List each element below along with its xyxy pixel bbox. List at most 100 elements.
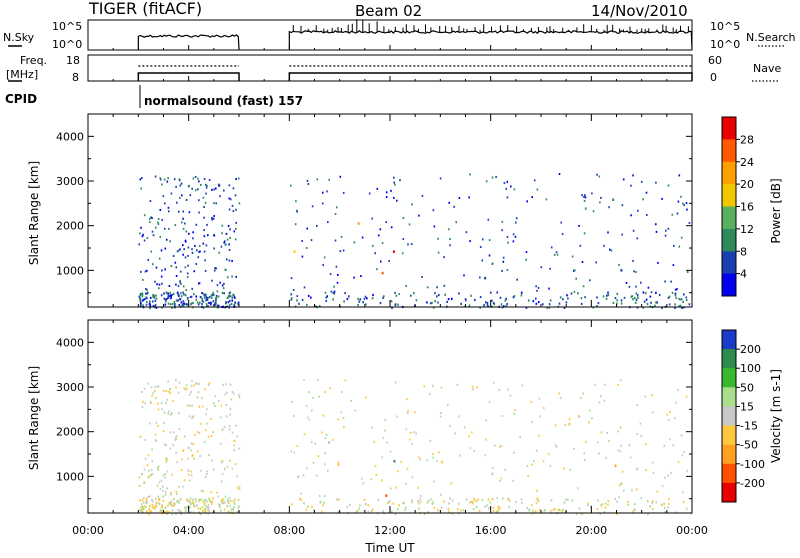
range-gate-cell xyxy=(404,508,406,511)
range-gate-cell xyxy=(178,304,181,307)
range-gate-cell xyxy=(664,476,666,479)
range-gate-cell xyxy=(213,202,215,205)
range-gate-cell xyxy=(162,195,165,198)
range-gate-cell xyxy=(325,296,327,299)
nsky-label: N.Sky xyxy=(3,31,35,44)
range-gate-cell xyxy=(636,294,639,297)
range-gate-cell xyxy=(166,180,169,183)
range-gate-cell xyxy=(169,240,171,243)
range-gate-cell xyxy=(620,444,623,447)
colorbar-tick-label: -50 xyxy=(740,439,758,452)
range-gate-cell xyxy=(472,502,474,505)
range-gate-cell xyxy=(621,204,624,207)
range-gate-cell xyxy=(440,506,443,509)
range-gate-cell xyxy=(600,431,603,434)
range-gate-cell xyxy=(230,302,233,305)
range-gate-cell xyxy=(196,249,198,252)
range-gate-cell xyxy=(531,504,533,507)
range-gate-cell xyxy=(194,244,196,247)
range-gate-cell xyxy=(617,449,620,452)
range-gate-cell xyxy=(178,501,180,504)
range-gate-cell xyxy=(685,202,688,205)
range-gate-cell xyxy=(155,306,158,309)
range-gate-cell xyxy=(145,303,148,306)
range-gate-cell xyxy=(521,384,524,387)
range-gate-cell xyxy=(158,257,161,260)
range-gate-cell xyxy=(431,301,433,304)
range-gate-cell xyxy=(505,187,508,190)
range-gate-cell xyxy=(633,270,635,273)
range-gate-cell xyxy=(596,173,598,176)
range-gate-cell xyxy=(205,505,208,508)
range-gate-cell xyxy=(405,284,407,287)
range-gate-cell xyxy=(217,295,220,298)
range-gate-cell xyxy=(164,473,167,476)
range-gate-cell xyxy=(655,181,657,184)
range-gate-cell xyxy=(535,449,538,452)
range-gate-cell xyxy=(582,285,585,288)
range-gate-cell xyxy=(295,200,297,203)
range-gate-cell xyxy=(155,397,157,400)
range-gate-cell xyxy=(400,460,402,463)
range-gate-cell xyxy=(229,459,231,462)
range-gate-cell xyxy=(655,230,658,233)
range-gate-cell xyxy=(688,303,691,306)
range-gate-cell xyxy=(170,500,173,503)
range-gate-cell xyxy=(367,504,370,507)
range-gate-cell xyxy=(614,497,617,500)
range-gate-cell xyxy=(488,254,491,257)
range-gate-cell xyxy=(432,384,434,387)
range-gate-cell xyxy=(502,260,505,263)
x-tick-label: 08:00 xyxy=(273,524,305,537)
range-gate-cell xyxy=(415,432,417,435)
range-gate-cell xyxy=(580,297,583,300)
range-gate-cell xyxy=(632,229,635,232)
range-gate-cell xyxy=(307,505,309,508)
power-frame xyxy=(87,113,693,308)
range-gate-cell xyxy=(348,295,350,298)
range-gate-cell xyxy=(423,512,426,515)
range-gate-cell xyxy=(410,294,412,297)
range-gate-cell xyxy=(554,424,557,427)
range-gate-cell xyxy=(402,217,405,219)
range-gate-cell xyxy=(157,218,160,220)
range-gate-cell xyxy=(381,479,383,482)
range-gate-cell xyxy=(512,479,514,482)
range-gate-cell xyxy=(390,487,392,490)
range-gate-cell xyxy=(179,184,182,187)
range-gate-cell xyxy=(322,414,325,417)
range-gate-cell xyxy=(636,467,639,471)
range-gate-cell xyxy=(168,210,170,213)
range-gate-cell xyxy=(506,236,509,238)
range-gate-cell xyxy=(237,498,240,501)
range-gate-cell xyxy=(231,260,233,262)
range-gate-cell xyxy=(200,498,203,501)
range-gate-cell xyxy=(401,252,404,255)
range-gate-cell xyxy=(177,499,179,503)
range-gate-cell xyxy=(651,461,654,464)
range-gate-cell xyxy=(642,306,645,309)
range-gate-cell xyxy=(182,485,184,488)
range-gate-cell xyxy=(182,217,184,220)
range-gate-cell xyxy=(168,285,171,287)
range-gate-cell xyxy=(402,502,404,505)
range-gate-cell xyxy=(237,303,239,306)
range-gate-cell xyxy=(290,298,293,301)
range-gate-cell xyxy=(599,512,601,515)
range-gate-cell xyxy=(555,251,558,254)
range-gate-cell xyxy=(209,500,212,503)
nave-tick-top: 60 xyxy=(708,54,722,67)
range-gate-cell xyxy=(187,457,189,460)
range-gate-cell xyxy=(558,509,561,512)
range-gate-cell xyxy=(428,499,430,502)
range-gate-cell xyxy=(169,291,171,294)
range-gate-cell xyxy=(183,248,185,251)
range-gate-cell xyxy=(489,501,492,504)
range-gate-cell xyxy=(217,495,219,498)
range-gate-cell xyxy=(190,442,193,445)
y-tick-label: 2000 xyxy=(56,426,84,439)
nsky-series-line xyxy=(137,30,693,50)
range-gate-cell xyxy=(145,501,147,505)
range-gate-cell xyxy=(139,178,142,181)
range-gate-cell xyxy=(149,505,151,508)
